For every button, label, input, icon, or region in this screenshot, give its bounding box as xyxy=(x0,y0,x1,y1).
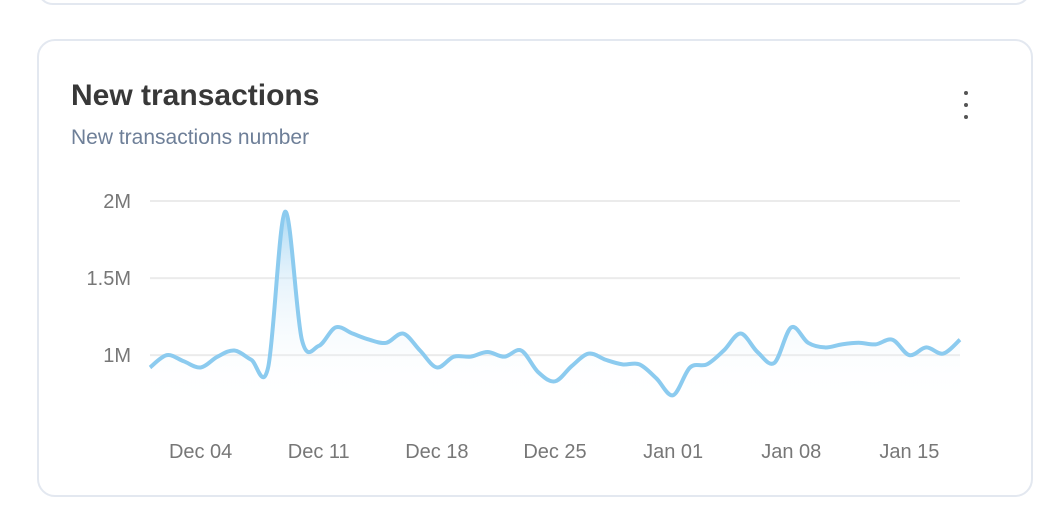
card-subtitle: New transactions number xyxy=(71,126,310,149)
kebab-menu-icon[interactable] xyxy=(956,89,976,123)
x-tick-label: Dec 25 xyxy=(523,441,586,463)
x-tick-label: Dec 04 xyxy=(169,441,232,463)
y-tick-label: 2M xyxy=(103,191,131,213)
y-tick-label: 1.5M xyxy=(87,268,131,290)
series-line xyxy=(148,209,962,398)
y-tick-label: 1M xyxy=(103,345,131,367)
card-title: New transactions xyxy=(71,79,320,112)
x-tick-label: Jan 01 xyxy=(643,441,703,463)
series-area xyxy=(150,211,960,406)
x-tick-label: Jan 15 xyxy=(879,441,939,463)
x-tick-label: Dec 18 xyxy=(405,441,468,463)
x-tick-label: Jan 08 xyxy=(761,441,821,463)
x-tick-label: Dec 11 xyxy=(288,441,350,463)
new-transactions-card: New transactions New transactions number xyxy=(37,39,1033,497)
